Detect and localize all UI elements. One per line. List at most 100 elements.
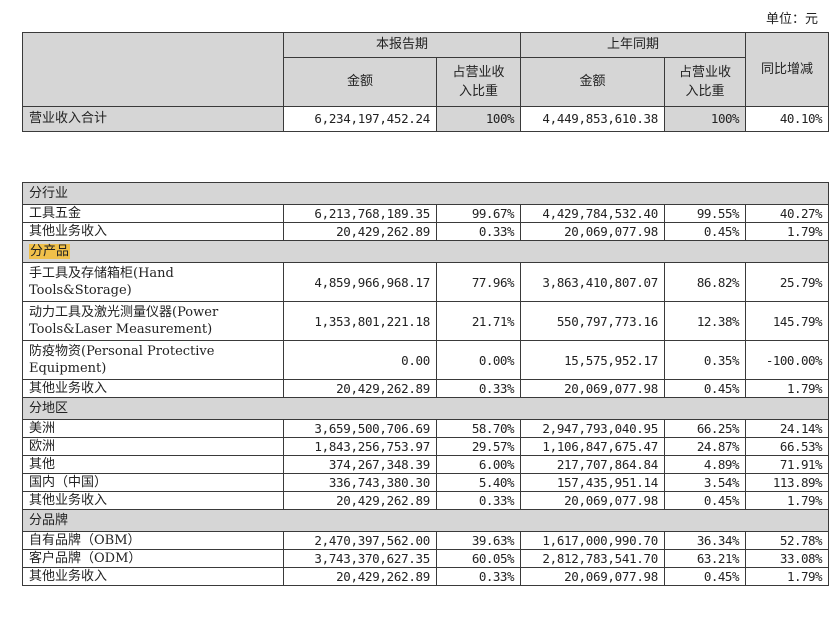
cell-current-share: 0.33% — [436, 567, 521, 586]
row-label: 其他 — [22, 455, 284, 474]
cell-yoy: 1.79% — [744, 379, 830, 398]
cell-current-amount: 20,429,262.89 — [283, 567, 437, 586]
table-row: 客户品牌（ODM） 3,743,370,627.35 60.05% 2,812,783… — [22, 549, 830, 568]
cell-prior-amount: 2,947,793,040.95 — [520, 419, 665, 438]
table-row: 手工具及存储箱柜(Hand Tools&Storage) 4,859,966,968… — [22, 262, 830, 302]
section-header-row: 分地区 — [21, 397, 830, 420]
unit-label: 单位：元 — [765, 12, 818, 27]
cell-yoy: 71.91% — [744, 455, 830, 474]
table-row: 其他业务收入 20,429,262.89 0.33% 20,069,077.98 0.4… — [22, 491, 830, 510]
table-row: 其他业务收入 20,429,262.89 0.33% 20,069,077.98 0.4… — [22, 567, 830, 586]
header-share-line1: 占营业收 — [679, 65, 732, 80]
header-yoy: 同比增减 — [745, 32, 830, 107]
section-header-row: 分品牌 — [21, 509, 830, 532]
cell-current-share: 0.33% — [436, 222, 521, 241]
row-label-line1: 动力工具及激光测量仪器(Power — [29, 305, 219, 320]
section-header-row: 分行业 — [21, 182, 830, 205]
row-label-line2: Equipment) — [29, 361, 107, 376]
table-row: 美洲 3,659,500,706.69 58.70% 2,947,793,040.95… — [22, 419, 830, 438]
cell-prior-amount: 4,429,784,532.40 — [520, 204, 665, 223]
cell-current-share: 21.71% — [436, 301, 521, 341]
cell-current-amount: 2,470,397,562.00 — [283, 531, 437, 550]
cell-yoy: 145.79% — [744, 301, 830, 341]
header-current-period: 本报告期 — [282, 32, 522, 58]
cell-prior-share: 12.38% — [664, 301, 746, 341]
row-label-line2: Tools&Storage) — [29, 283, 132, 298]
row-label: 其他业务收入 — [22, 379, 284, 398]
section-title: 分产品 — [29, 243, 71, 259]
header-share-line1: 占营业收 — [452, 65, 505, 80]
revenue-summary-table: 本报告期 上年同期 同比增减 金额 占营业收 入比重 金额 占营业收 入比重 营业收… — [22, 32, 830, 132]
cell-current-share: 0.33% — [436, 491, 521, 510]
table-row: 自有品牌（OBM） 2,470,397,562.00 39.63% 1,617,000… — [22, 531, 830, 550]
cell-prior-amount: 2,812,783,541.70 — [520, 549, 665, 568]
cell-prior-share: 66.25% — [664, 419, 746, 438]
cell-current-amount: 3,743,370,627.35 — [283, 549, 437, 568]
cell-yoy: 40.27% — [744, 204, 830, 223]
section-title: 分地区 — [29, 400, 69, 416]
cell-prior-amount: 15,575,952.17 — [520, 340, 665, 380]
total-label: 营业收入合计 — [22, 106, 284, 132]
cell-prior-amount: 20,069,077.98 — [520, 222, 665, 241]
header-share-line2: 入比重 — [459, 84, 499, 99]
total-row: 营业收入合计 6,234,197,452.24 100% 4,449,853,6… — [22, 106, 830, 132]
cell-prior-amount: 20,069,077.98 — [520, 379, 665, 398]
header-prior-share: 占营业收 入比重 — [664, 57, 747, 107]
cell-yoy: 24.14% — [744, 419, 830, 438]
header-current-amount: 金额 — [283, 57, 437, 107]
cell-current-share: 0.00% — [436, 340, 521, 380]
total-prior-share: 100% — [664, 106, 747, 132]
cell-prior-share: 63.21% — [664, 549, 746, 568]
cell-current-share: 6.00% — [436, 455, 521, 474]
row-label: 防疫物资(Personal Protective Equipment) — [22, 340, 284, 380]
cell-yoy: 1.79% — [744, 491, 830, 510]
cell-prior-share: 0.45% — [664, 491, 746, 510]
table-row: 动力工具及激光测量仪器(Power Tools&Laser Measurement… — [22, 301, 830, 341]
header-share-line2: 入比重 — [685, 84, 725, 99]
cell-current-amount: 4,859,966,968.17 — [283, 262, 437, 302]
revenue-breakdown-table: 分行业工具五金 6,213,768,189.35 99.67% 4,429,784,5… — [21, 182, 830, 586]
table-row: 国内（中国） 336,743,380.30 5.40% 157,435,951.14 3… — [22, 473, 830, 492]
section-header-cell: 分地区 — [21, 397, 830, 420]
row-label-line1: 手工具及存储箱柜(Hand — [29, 266, 174, 281]
cell-prior-share: 0.45% — [664, 222, 746, 241]
cell-current-amount: 1,843,256,753.97 — [283, 437, 437, 456]
cell-prior-amount: 1,617,000,990.70 — [520, 531, 665, 550]
row-label: 客户品牌（ODM） — [22, 549, 284, 568]
cell-yoy: 25.79% — [744, 262, 830, 302]
table-row: 工具五金 6,213,768,189.35 99.67% 4,429,784,532.… — [22, 204, 830, 223]
table-row: 其他 374,267,348.39 6.00% 217,707,864.84 4.89%… — [22, 455, 830, 474]
row-label: 其他业务收入 — [22, 491, 284, 510]
row-label: 手工具及存储箱柜(Hand Tools&Storage) — [22, 262, 284, 302]
cell-current-share: 29.57% — [436, 437, 521, 456]
row-label-line2: Tools&Laser Measurement) — [29, 322, 213, 337]
table-row: 其他业务收入 20,429,262.89 0.33% 20,069,077.98 0.4… — [22, 379, 830, 398]
cell-current-share: 58.70% — [436, 419, 521, 438]
cell-current-amount: 20,429,262.89 — [283, 222, 437, 241]
row-label: 其他业务收入 — [22, 222, 284, 241]
cell-current-share: 77.96% — [436, 262, 521, 302]
cell-current-amount: 374,267,348.39 — [283, 455, 437, 474]
cell-current-amount: 20,429,262.89 — [283, 379, 437, 398]
row-label: 欧洲 — [22, 437, 284, 456]
cell-prior-share: 0.45% — [664, 567, 746, 586]
cell-yoy: 33.08% — [744, 549, 830, 568]
total-current-amount: 6,234,197,452.24 — [283, 106, 437, 132]
cell-prior-amount: 20,069,077.98 — [520, 567, 665, 586]
cell-prior-amount: 217,707,864.84 — [520, 455, 665, 474]
cell-prior-amount: 20,069,077.98 — [520, 491, 665, 510]
total-current-share: 100% — [435, 106, 522, 132]
cell-current-share: 99.67% — [436, 204, 521, 223]
cell-yoy: -100.00% — [744, 340, 830, 380]
table-row: 其他业务收入 20,429,262.89 0.33% 20,069,077.98 0.4… — [22, 222, 830, 241]
cell-current-amount: 3,659,500,706.69 — [283, 419, 437, 438]
section-title: 分行业 — [29, 185, 69, 201]
row-label-line1: 防疫物资(Personal Protective — [29, 344, 215, 359]
cell-current-share: 39.63% — [436, 531, 521, 550]
row-label: 国内（中国） — [22, 473, 284, 492]
row-label: 自有品牌（OBM） — [22, 531, 284, 550]
header-prior-amount: 金额 — [520, 57, 666, 107]
section-header-cell: 分产品 — [21, 240, 830, 263]
cell-yoy: 1.79% — [744, 222, 830, 241]
total-prior-amount: 4,449,853,610.38 — [520, 106, 666, 132]
